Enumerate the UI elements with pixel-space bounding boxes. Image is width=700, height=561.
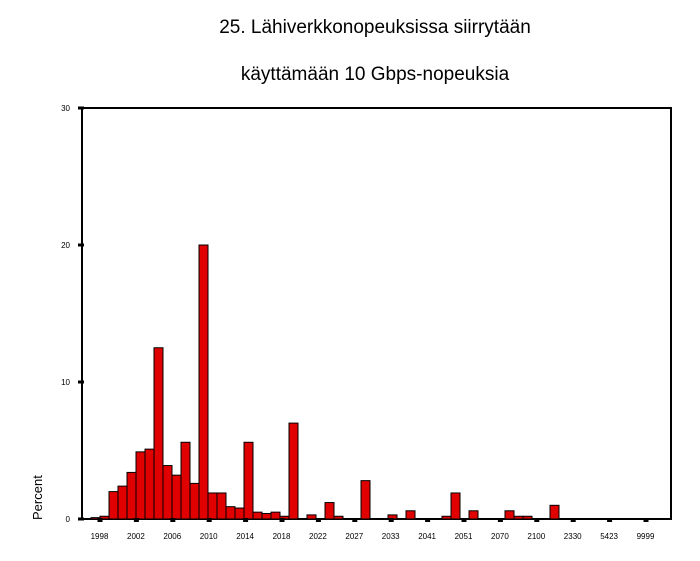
bar [117,485,128,520]
x-tick-label: 2002 [127,532,145,541]
y-tick-mark [78,243,84,247]
bar [198,244,209,520]
bar [333,515,344,520]
bar [261,513,272,520]
x-tick-mark [352,518,358,522]
bar [126,471,137,520]
bar [549,504,560,520]
bar [441,515,452,520]
chart-title-line-2: käyttämään 10 Gbps-nopeuksia [240,64,510,85]
x-tick-mark [206,518,212,522]
bar [216,492,227,520]
bar [513,515,524,520]
x-tick-label: 2033 [382,532,400,541]
x-tick-label: 2041 [418,532,436,541]
bar [468,510,479,520]
x-tick-label: 2070 [491,532,509,541]
x-tick-label: 2006 [163,532,181,541]
bar [108,491,119,520]
x-tick-mark [497,518,503,522]
x-tick-mark [243,518,249,522]
y-tick-label: 10 [61,378,70,387]
plot-frame [81,107,672,520]
x-tick-mark [279,518,285,522]
bar [135,451,146,520]
x-tick-mark [607,518,613,522]
y-tick-mark [78,517,84,521]
bar [171,474,182,520]
x-tick-label: 9999 [637,532,655,541]
bar [504,510,515,520]
bar [306,514,317,520]
bars-group [90,244,560,520]
bar [153,347,164,520]
bar [270,511,281,520]
x-tick-label: 5423 [600,532,618,541]
y-tick-label: 30 [61,104,70,113]
x-tick-mark [461,518,467,522]
x-tick-mark [425,518,431,522]
bar [360,480,371,520]
chart-title-line-1: 25. Lähiverkkonopeuksissa siirrytään [219,17,531,38]
x-tick-mark [643,518,649,522]
bar [207,492,218,520]
x-axis: 1998 2002 2006 2010 2014 2018 2022 2027 2033 2041… [91,518,655,541]
x-tick-label: 2100 [527,532,545,541]
x-tick-label: 2051 [455,532,473,541]
bar [234,507,245,520]
bar [405,510,416,520]
x-tick-label: 2018 [273,532,291,541]
x-tick-label: 2330 [564,532,582,541]
x-tick-label: 2014 [236,532,254,541]
x-tick-mark [570,518,576,522]
x-tick-mark [534,518,540,522]
bar [189,482,200,520]
bar [180,441,191,520]
bar [450,492,461,520]
x-tick-mark [315,518,321,522]
bar [225,506,236,520]
x-tick-label: 2022 [309,532,327,541]
bar [162,465,173,520]
x-tick-mark [170,518,176,522]
y-tick-label: 20 [61,241,70,250]
bar [522,515,533,520]
x-tick-label: 1998 [91,532,109,541]
y-tick-mark [78,380,84,384]
x-tick-mark [133,518,139,522]
bar [243,441,254,520]
x-tick-label: 2027 [345,532,363,541]
y-tick-mark [78,106,84,110]
x-tick-mark [388,518,394,522]
y-axis: 0 10 20 30 [61,104,84,524]
bar [144,448,155,520]
x-tick-mark [97,518,103,522]
bar [288,422,299,520]
bar [252,511,263,520]
y-axis-label: Percent [30,475,45,520]
y-tick-label: 0 [66,515,71,524]
x-tick-label: 2010 [200,532,218,541]
bar [324,502,335,520]
